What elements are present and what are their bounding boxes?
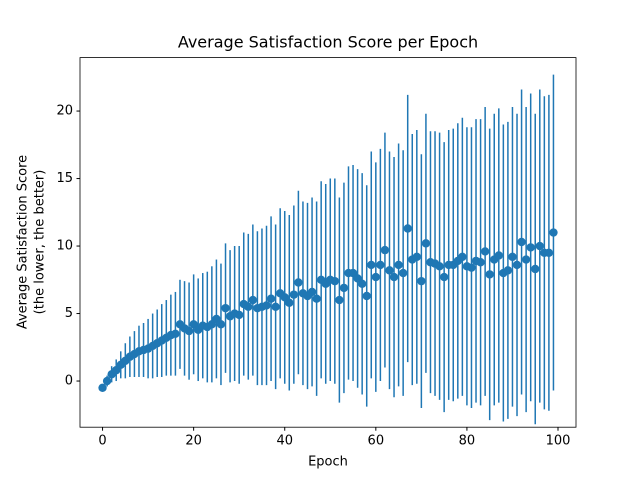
point — [458, 252, 467, 262]
y-tick-label: 10 — [56, 239, 73, 254]
point — [508, 252, 517, 262]
point — [289, 290, 299, 299]
x-tick-label: 20 — [185, 434, 202, 449]
point — [312, 294, 321, 303]
x-tick-label: 80 — [459, 434, 476, 449]
point — [480, 247, 490, 256]
y-axis-label: (the lower, the better) — [33, 170, 48, 315]
point — [184, 326, 194, 336]
point — [412, 252, 422, 262]
y-tick-label: 20 — [56, 104, 73, 119]
point — [526, 243, 535, 252]
point — [216, 320, 226, 329]
point — [271, 302, 280, 311]
point — [335, 295, 344, 305]
y-axis-label: Average Satisfaction Score — [16, 155, 31, 329]
point — [417, 276, 426, 286]
point — [380, 245, 390, 255]
x-axis-label: Epoch — [308, 455, 348, 470]
point — [262, 301, 271, 310]
point — [394, 260, 403, 270]
point — [503, 266, 513, 275]
point — [467, 263, 476, 272]
point — [435, 262, 444, 271]
point — [234, 310, 244, 320]
point — [248, 295, 258, 305]
x-tick-label: 60 — [368, 434, 385, 449]
y-tick-label: 5 — [65, 306, 73, 321]
point — [294, 278, 303, 287]
point — [549, 228, 558, 237]
point — [171, 329, 180, 338]
point — [535, 241, 544, 251]
point — [494, 251, 503, 260]
point — [512, 260, 522, 270]
point — [362, 291, 371, 301]
point — [421, 239, 431, 248]
point — [389, 272, 399, 282]
point — [367, 260, 376, 270]
point — [371, 272, 381, 282]
point — [485, 270, 494, 279]
point — [244, 302, 253, 311]
point — [385, 266, 394, 275]
point — [307, 287, 317, 297]
point — [398, 268, 408, 278]
axes-frame — [79, 57, 577, 428]
x-tick-label: 100 — [546, 434, 571, 449]
point — [221, 303, 230, 313]
point — [476, 258, 485, 267]
x-tick-label: 40 — [276, 434, 293, 449]
chart-title: Average Satisfaction Score per Epoch — [178, 33, 478, 52]
point — [517, 237, 526, 247]
point — [285, 298, 294, 307]
y-tick-label: 0 — [65, 374, 73, 389]
point — [266, 294, 276, 303]
point — [403, 224, 412, 233]
point — [357, 279, 367, 289]
point — [544, 248, 554, 257]
x-tick-label: 0 — [98, 434, 106, 449]
point — [376, 260, 385, 270]
point — [439, 272, 449, 282]
y-tick-label: 15 — [56, 171, 73, 186]
point — [521, 255, 531, 264]
point — [339, 283, 349, 293]
point — [531, 264, 540, 274]
point — [330, 276, 340, 286]
point — [102, 376, 112, 386]
point — [98, 383, 107, 392]
